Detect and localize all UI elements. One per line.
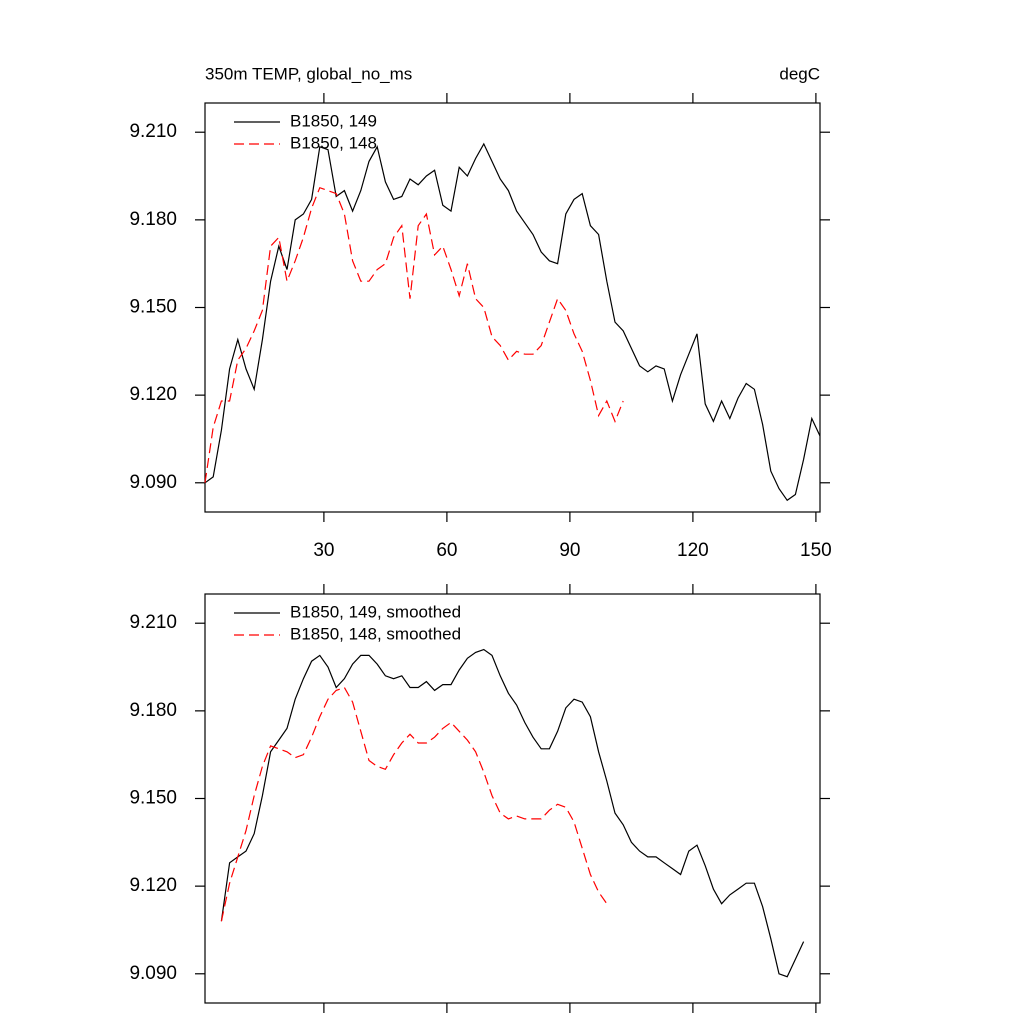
- chart-title: 350m TEMP, global_no_ms: [205, 64, 412, 83]
- y-tick-label: 9.180: [129, 700, 177, 721]
- series-line: [220, 648, 805, 978]
- x-tick-label: 60: [436, 540, 457, 561]
- series-line: [204, 186, 624, 483]
- legend-label: B1850, 148, smoothed: [290, 624, 461, 643]
- series-line: [204, 142, 821, 502]
- y-tick-label: 9.150: [129, 788, 177, 809]
- x-tick-label: 150: [800, 540, 832, 561]
- x-tick-label: 30: [313, 540, 334, 561]
- y-tick-label: 9.090: [129, 963, 177, 984]
- y-tick-label: 9.180: [129, 209, 177, 230]
- legend-label: B1850, 148: [290, 133, 377, 152]
- legend-label: B1850, 149: [290, 111, 377, 130]
- legend-label: B1850, 149, smoothed: [290, 602, 461, 621]
- y-tick-label: 9.150: [129, 297, 177, 318]
- series-line: [220, 686, 608, 922]
- y-tick-label: 9.210: [129, 612, 177, 633]
- y-tick-label: 9.090: [129, 472, 177, 493]
- unit-label: degC: [779, 64, 820, 83]
- y-tick-label: 9.210: [129, 121, 177, 142]
- y-tick-label: 9.120: [129, 875, 177, 896]
- y-tick-label: 9.120: [129, 384, 177, 405]
- x-tick-label: 120: [677, 540, 709, 561]
- x-tick-label: 90: [559, 540, 580, 561]
